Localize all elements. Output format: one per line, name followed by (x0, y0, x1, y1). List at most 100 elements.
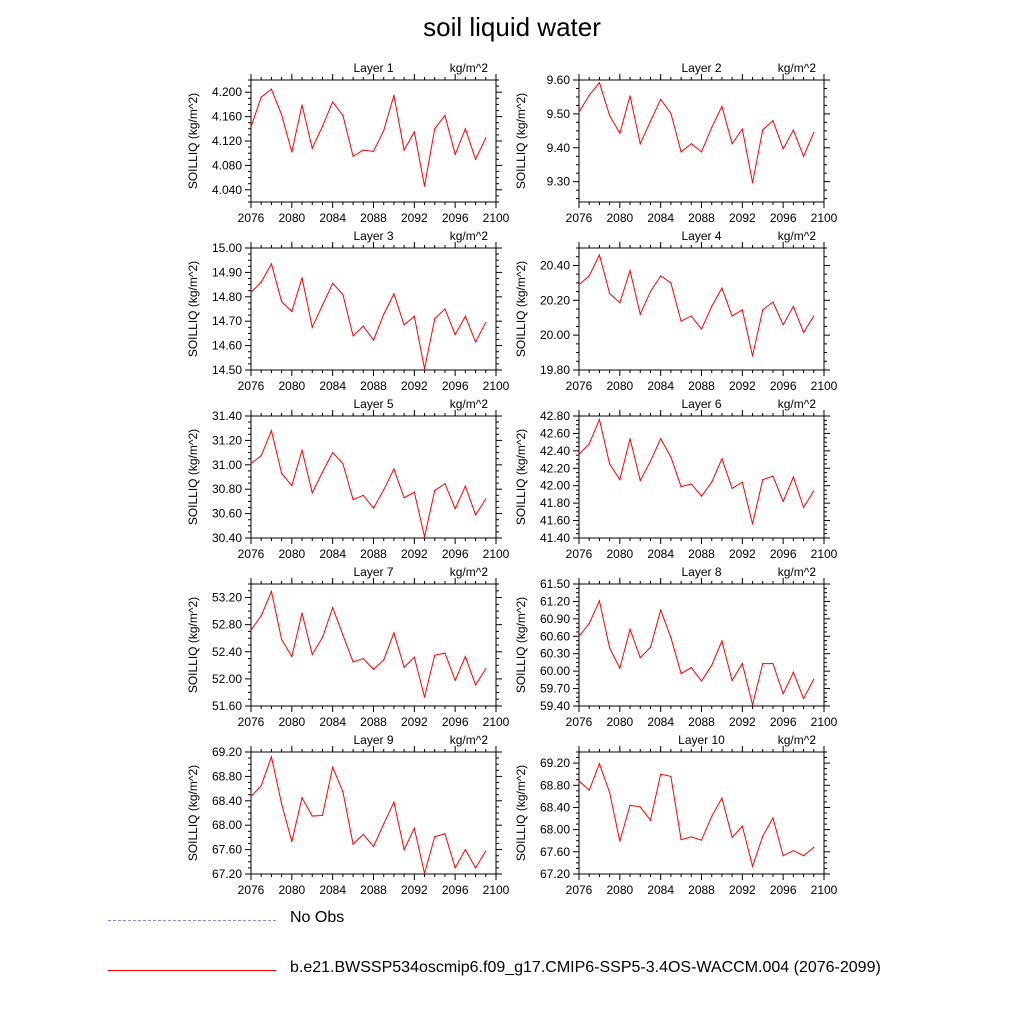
subplot-title: Layer 5 (353, 397, 393, 411)
data-point (352, 844, 353, 845)
x-tick-label: 2084 (319, 211, 346, 225)
data-point (250, 796, 251, 797)
data-point (578, 284, 579, 285)
data-point (485, 322, 486, 323)
data-point (711, 482, 712, 483)
y-tick-label: 53.20 (212, 591, 242, 605)
data-point (363, 325, 364, 326)
panel-layer-4: 2076 2080 2084 2088 2092 2096 210019.8020.0020… (514, 229, 838, 393)
data-point (783, 148, 784, 149)
data-point (434, 490, 435, 491)
data-point (393, 801, 394, 802)
y-tick-label: 41.60 (540, 514, 570, 528)
y-tick-label: 42.80 (540, 409, 570, 423)
data-point (711, 816, 712, 817)
data-point (701, 151, 702, 152)
y-tick-label: 68.80 (540, 778, 570, 792)
legend-item-obs: No Obs (108, 909, 1008, 933)
data-point (322, 472, 323, 473)
data-point (762, 836, 763, 837)
y-tick-label: 42.40 (540, 444, 570, 458)
x-tick-label: 2100 (811, 379, 838, 393)
data-point (670, 456, 671, 457)
plot-frame (251, 752, 496, 874)
data-point (363, 834, 364, 835)
units-label: kg/m^2 (450, 733, 489, 747)
data-point (670, 776, 671, 777)
plot-frame (579, 584, 824, 706)
data-point (680, 321, 681, 322)
x-tick-label: 2100 (811, 211, 838, 225)
data-point (424, 536, 425, 537)
x-tick-label: 2076 (238, 715, 265, 729)
data-point (578, 112, 579, 113)
y-tick-label: 42.60 (540, 426, 570, 440)
y-axis-label: SOILLIQ (kg/m^2) (514, 261, 528, 357)
x-tick-label: 2080 (278, 211, 305, 225)
data-point (650, 291, 651, 292)
data-point (793, 672, 794, 673)
data-point (793, 130, 794, 131)
x-tick-label: 2100 (811, 883, 838, 897)
data-point (762, 309, 763, 310)
data-point (404, 667, 405, 668)
series-line (251, 264, 486, 369)
data-point (312, 148, 313, 149)
panel-layer-5: 2076 2080 2084 2088 2092 2096 210030.4030.6030… (186, 397, 510, 561)
data-point (578, 454, 579, 455)
data-point (721, 458, 722, 459)
data-point (660, 438, 661, 439)
data-point (752, 182, 753, 183)
data-point (434, 655, 435, 656)
data-point (261, 96, 262, 97)
data-point (363, 658, 364, 659)
x-tick-label: 2096 (442, 883, 469, 897)
data-point (711, 665, 712, 666)
x-tick-label: 2096 (442, 379, 469, 393)
plot-frame (251, 584, 496, 706)
y-tick-label: 68.80 (212, 769, 242, 783)
subplot-title: Layer 4 (681, 229, 721, 243)
data-point (342, 463, 343, 464)
data-point (312, 654, 313, 655)
series-line (251, 431, 486, 537)
data-point (742, 826, 743, 827)
x-tick-label: 2088 (688, 883, 715, 897)
y-axis-label: SOILLIQ (kg/m^2) (186, 597, 200, 693)
panel-layer-8: 2076 2080 2084 2088 2092 2096 210059.4059.7060… (514, 565, 838, 729)
units-label: kg/m^2 (778, 229, 817, 243)
data-point (322, 815, 323, 816)
data-point (701, 680, 702, 681)
y-tick-label: 4.080 (212, 158, 242, 172)
data-point (640, 480, 641, 481)
y-tick-label: 52.00 (212, 672, 242, 686)
data-point (342, 791, 343, 792)
x-tick-label: 2100 (483, 883, 510, 897)
data-point (680, 673, 681, 674)
x-tick-label: 2092 (401, 715, 428, 729)
x-tick-label: 2084 (319, 883, 346, 897)
data-point (813, 847, 814, 848)
y-tick-label: 60.60 (540, 629, 570, 643)
data-point (383, 130, 384, 131)
x-tick-label: 2100 (483, 715, 510, 729)
data-point (271, 591, 272, 592)
x-tick-label: 2084 (647, 547, 674, 561)
x-tick-label: 2092 (729, 883, 756, 897)
x-tick-label: 2084 (319, 715, 346, 729)
data-point (301, 450, 302, 451)
x-tick-label: 2088 (688, 715, 715, 729)
y-axis-label: SOILLIQ (kg/m^2) (514, 93, 528, 189)
x-tick-label: 2092 (729, 211, 756, 225)
data-point (373, 151, 374, 152)
data-point (619, 841, 620, 842)
data-point (301, 613, 302, 614)
data-point (475, 684, 476, 685)
data-point (291, 311, 292, 312)
x-tick-label: 2076 (566, 547, 593, 561)
x-tick-label: 2092 (401, 883, 428, 897)
data-point (803, 156, 804, 157)
data-point (772, 120, 773, 121)
plot-frame (251, 80, 496, 202)
data-point (803, 332, 804, 333)
